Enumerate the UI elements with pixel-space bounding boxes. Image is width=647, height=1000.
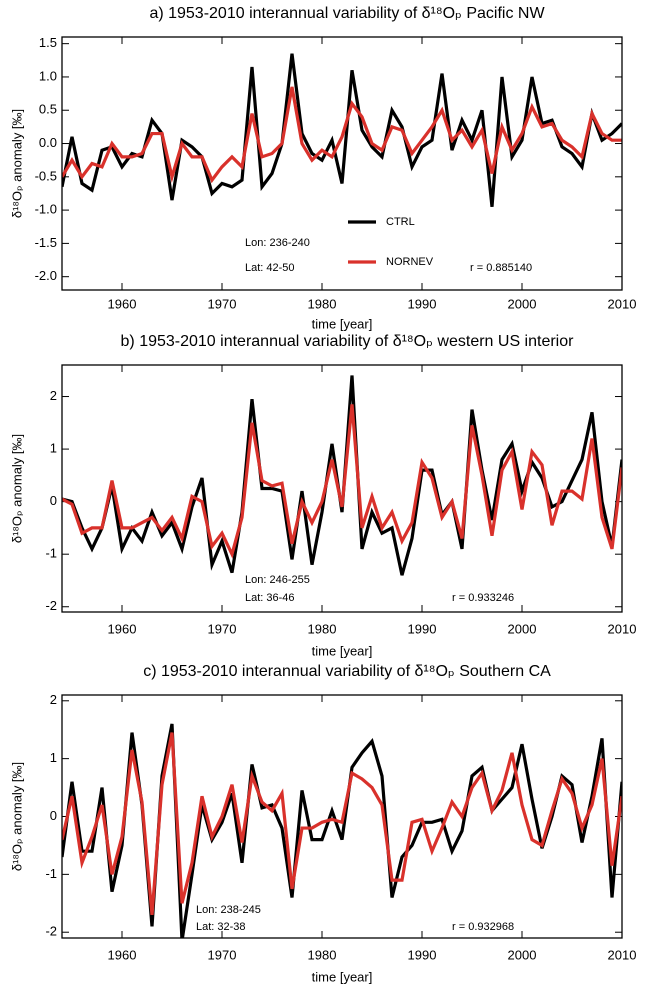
y-tick-label: -2 [45,598,57,613]
plot-frame [61,694,623,939]
x-axis-label: time [year] [312,316,373,331]
x-tick-label: 2010 [608,947,637,962]
y-tick-label: 0 [50,808,57,823]
x-tick-label: 1960 [108,947,137,962]
annotation: r = 0.933246 [452,592,514,604]
x-tick-label: 2000 [508,296,537,311]
y-tick-label: 1.0 [39,68,57,83]
x-tick-label: 2010 [608,621,637,636]
y-tick-label: 1.5 [39,35,57,50]
series-line [62,86,622,184]
y-tick-label: 2 [50,692,57,707]
panel: a) 1953-2010 interannual variability of … [9,5,636,331]
y-tick-label: 1 [50,750,57,765]
annotation: Lat: 42-50 [245,262,295,274]
chart-title: c) 1953-2010 interannual variability of … [143,663,551,680]
x-tick-label: 1970 [208,621,237,636]
annotation: r = 0.932968 [452,921,514,933]
y-tick-label: -1 [45,866,57,881]
annotation: r = 0.885140 [470,262,532,274]
x-tick-label: 1980 [308,947,337,962]
y-tick-label: -0.5 [35,168,57,183]
x-tick-label: 2000 [508,621,537,636]
series-line [62,53,622,207]
y-tick-label: 0.0 [39,135,57,150]
plot-frame [61,364,623,613]
chart-title: b) 1953-2010 interannual variability of … [121,333,575,350]
y-tick-label: 0.5 [39,102,57,117]
y-tick-label: 0 [50,493,57,508]
x-tick-label: 2010 [608,296,637,311]
y-tick-label: -1 [45,546,57,561]
annotation: Lat: 32-38 [196,921,246,933]
chart-title: a) 1953-2010 interannual variability of … [149,5,545,22]
x-tick-label: 1990 [408,621,437,636]
y-axis-label: δ¹⁸Oₚ anomaly [‰] [9,109,24,218]
y-tick-label: -1.0 [35,202,57,217]
y-tick-label: -2.0 [35,268,57,283]
x-axis-label: time [year] [312,643,373,658]
y-tick-label: -2 [45,924,57,939]
x-tick-label: 1990 [408,296,437,311]
x-tick-label: 1990 [408,947,437,962]
series-line [62,732,622,916]
y-tick-label: -1.5 [35,235,57,250]
panel: b) 1953-2010 interannual variability of … [9,333,636,658]
legend-label: NORNEV [386,256,434,268]
y-tick-label: 2 [50,388,57,403]
series-line [62,404,622,559]
series-line [62,375,622,576]
x-tick-label: 1960 [108,296,137,311]
annotation: Lon: 246-255 [245,574,310,586]
x-tick-label: 1970 [208,947,237,962]
x-tick-label: 1970 [208,296,237,311]
y-axis-label: δ¹⁸Oₚ anomaly [‰] [9,434,24,543]
plot-frame [61,36,623,291]
x-tick-label: 1980 [308,296,337,311]
legend-label: CTRL [386,216,415,228]
panel: c) 1953-2010 interannual variability of … [9,663,636,984]
x-tick-label: 2000 [508,947,537,962]
annotation: Lon: 238-245 [196,904,261,916]
x-tick-label: 1960 [108,621,137,636]
x-axis-label: time [year] [312,969,373,984]
annotation: Lat: 36-46 [245,592,295,604]
x-tick-label: 1980 [308,621,337,636]
y-axis-label: δ¹⁸Oₚ anomaly [‰] [9,762,24,871]
y-tick-label: 1 [50,441,57,456]
annotation: Lon: 236-240 [245,237,310,249]
